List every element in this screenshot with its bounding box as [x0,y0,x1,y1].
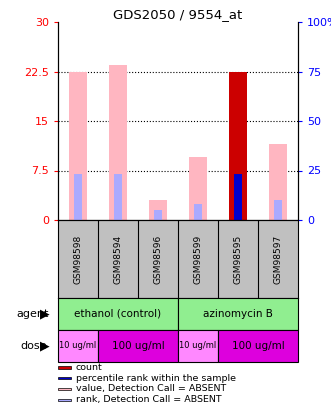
Bar [58,330,98,362]
Bar [154,210,162,220]
Bar [218,330,298,362]
Text: 100 ug/ml: 100 ug/ml [112,341,165,351]
Text: rank, Detection Call = ABSENT: rank, Detection Call = ABSENT [76,395,222,404]
Text: percentile rank within the sample: percentile rank within the sample [76,374,236,383]
Text: GSM98596: GSM98596 [154,234,163,284]
Text: ethanol (control): ethanol (control) [74,309,162,319]
Bar [178,330,218,362]
Text: 100 ug/ml: 100 ug/ml [232,341,284,351]
Bar [229,72,247,220]
Text: GSM98594: GSM98594 [114,234,122,284]
Bar [98,330,178,362]
Text: GSM98598: GSM98598 [73,234,82,284]
Bar [234,174,242,220]
Bar [58,377,71,379]
Title: GDS2050 / 9554_at: GDS2050 / 9554_at [114,8,243,21]
Bar [194,203,202,220]
Bar [149,200,167,220]
Text: ▶: ▶ [40,339,50,352]
Text: count: count [76,363,103,372]
Text: ▶: ▶ [40,307,50,320]
Text: azinomycin B: azinomycin B [203,309,273,319]
Text: 10 ug/ml: 10 ug/ml [179,341,216,350]
Text: GSM98597: GSM98597 [273,234,282,284]
Text: dose: dose [20,341,46,351]
Text: GSM98595: GSM98595 [233,234,243,284]
Text: GSM98599: GSM98599 [194,234,203,284]
Bar [69,72,87,220]
Bar [74,174,82,220]
Text: agent: agent [16,309,48,319]
Bar [109,65,127,220]
Bar [274,200,282,220]
Bar [189,157,207,220]
Bar [58,388,71,390]
Bar [269,144,287,220]
Text: 10 ug/ml: 10 ug/ml [59,341,97,350]
Bar [58,298,178,330]
Bar [58,367,71,369]
Bar [58,399,71,401]
Bar [178,298,298,330]
Bar [115,174,121,220]
Text: value, Detection Call = ABSENT: value, Detection Call = ABSENT [76,384,226,393]
